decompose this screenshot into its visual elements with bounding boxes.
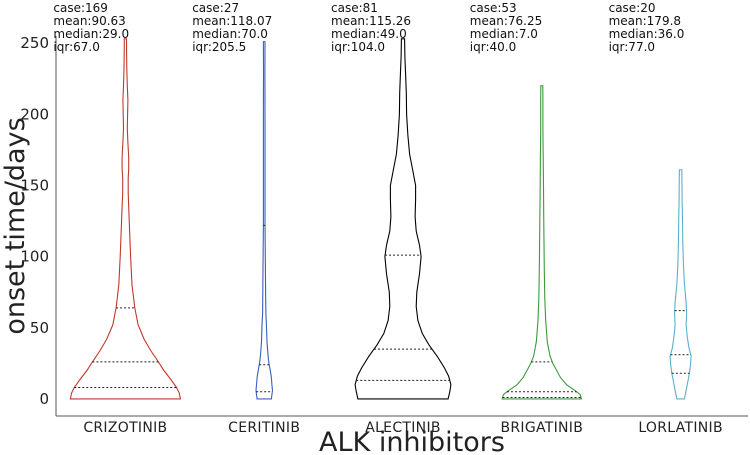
x-axis-title: ALK inhibitors <box>319 427 505 455</box>
y-axis-title: onset time/days <box>0 117 31 334</box>
x-tick-label: ALECTINIB <box>365 420 441 436</box>
violin-body <box>669 169 692 400</box>
x-tick-label: LORLATINIB <box>638 420 723 436</box>
violin-ceritinib <box>255 41 274 400</box>
violin-body <box>354 38 452 400</box>
x-tick-label: CRIZOTINIB <box>83 420 167 436</box>
x-tick-labels: CRIZOTINIB CERITINIB ALECTINIB BRIGATINIB LO… <box>83 420 723 436</box>
stats-annotation: case:53 mean:76.25 median:7.0 iqr:40.0 <box>470 1 542 54</box>
plot-area: 0 50 100 150 200 250 CRIZOTINIB CERITINIB ALECT… <box>20 1 748 436</box>
violin-alectinib <box>354 38 452 400</box>
violins <box>69 38 692 400</box>
violin-body <box>501 85 583 400</box>
y-tick-label: 0 <box>39 390 49 408</box>
stats-annotation: case:27 mean:118.07 median:70.0 iqr:205.5 <box>192 1 272 54</box>
y-tick-labels: 0 50 100 150 200 250 <box>20 34 49 408</box>
annotations: case:169 mean:90.63 median:29.0 iqr:67.0 cas… <box>53 1 684 54</box>
violin-body <box>255 41 274 400</box>
violin-lorlatinib <box>669 169 692 400</box>
violin-body <box>69 38 182 400</box>
y-tick-label: 50 <box>30 319 49 337</box>
violin-brigatinib <box>501 85 583 400</box>
stats-annotation: case:169 mean:90.63 median:29.0 iqr:67.0 <box>53 1 129 54</box>
stats-annotation: case:20 mean:179.8 median:36.0 iqr:77.0 <box>609 1 685 54</box>
x-tick-label: CERITINIB <box>228 420 300 436</box>
y-tick-label: 200 <box>20 105 49 123</box>
y-tick-label: 250 <box>20 34 49 52</box>
stats-annotation: case:81 mean:115.26 median:49.0 iqr:104.0 <box>331 1 411 54</box>
y-tick-label: 150 <box>20 176 49 194</box>
x-tick-label: BRIGATINIB <box>500 420 583 436</box>
violin-crizotinib <box>69 38 182 400</box>
y-tick-label: 100 <box>20 248 49 266</box>
